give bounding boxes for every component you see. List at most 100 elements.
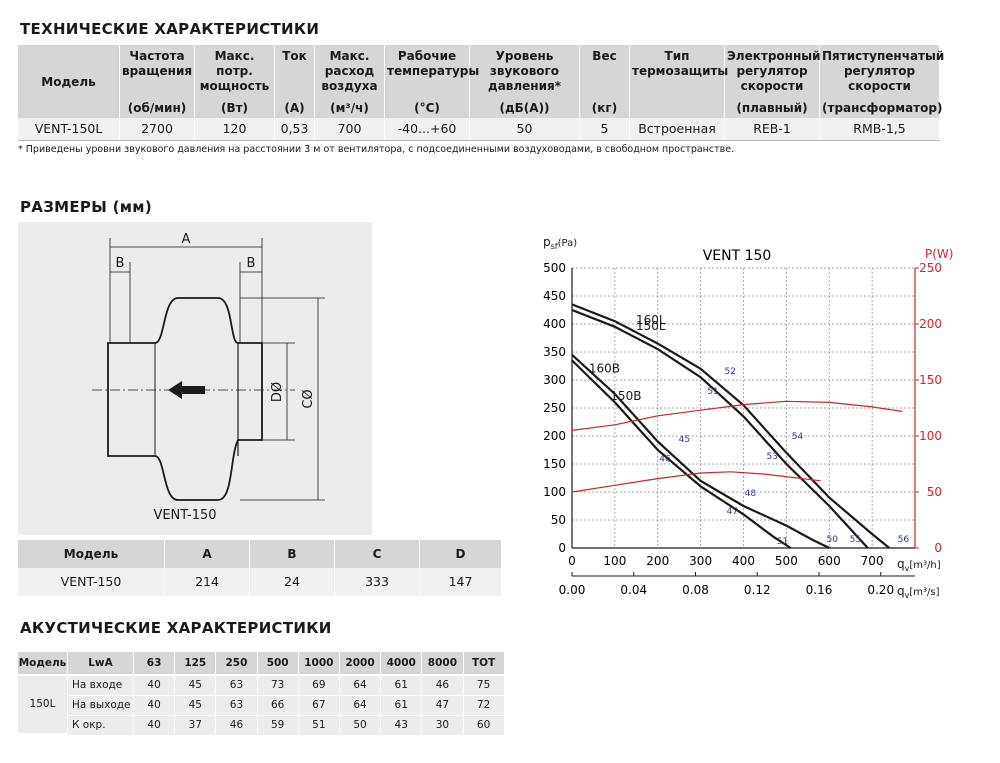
label-sub: v [905,591,910,600]
label-sub: sf [551,242,558,251]
x2-tick-label: 0.00 [559,583,586,597]
sound-level: 55 [850,535,861,545]
header-name: Макс. потр. мощность [199,49,270,93]
sound-level: 48 [745,489,757,499]
flow-arrow [168,381,205,399]
y-tick-label: 250 [543,401,566,415]
sound-level: 47 [727,507,738,517]
header-cell: Модель [18,652,68,674]
x2-tick-label: 0.04 [620,583,647,597]
data-cell: VENT-150 [18,568,165,596]
y-tick-label: 350 [543,345,566,359]
model-cell: 150L [18,676,68,733]
data-cell: 24 [250,568,335,596]
data-cell: 50 [470,118,580,140]
y2-label: P(W) [925,247,953,261]
data-cell: 47 [422,696,464,715]
series-line [571,308,869,549]
header-cell: 125 [175,652,217,674]
y-tick-label: 400 [543,317,566,331]
data-cell: 64 [340,696,382,715]
dimension-lines [109,238,325,501]
header-name: Макс. расход воздуха [321,49,378,93]
series-label: 160B [589,362,620,376]
data-cell: 64 [340,676,382,695]
sound-level: 51 [707,387,718,397]
header-cell: Пятиступенчатый регулятор скорости (транс… [820,45,944,118]
data-cell: 214 [165,568,250,596]
y-tick-label: 100 [543,485,566,499]
header-cell: Вес (кг) [580,45,630,118]
x2-tick-label: 0.08 [682,583,709,597]
y2-tick-label: 0 [934,541,942,555]
header-name: Вес [592,49,617,63]
data-cell: 63 [216,696,258,715]
label-main: q [897,584,905,598]
footnote: * Приведены уровни звукового давления на… [18,144,735,155]
sound-level: 52 [724,367,735,377]
y-tick-label: 450 [543,289,566,303]
y2-tick-label: 150 [919,373,942,387]
data-cell: 61 [381,696,423,715]
data-cell: На выходе [68,696,134,715]
data-cell: 73 [258,676,299,695]
label-unit: (Pa) [558,238,578,249]
data-row: На выходе 40 45 63 66 67 64 61 47 72 [68,695,505,715]
header-cell: 250 [216,652,258,674]
data-cell: 120 [195,118,275,140]
data-cell: 45 [175,676,217,695]
data-cell: На входе [68,676,134,695]
header-cell: Ток (А) [275,45,315,118]
data-cell: 40 [134,676,176,695]
data-cell: 50 [340,716,382,735]
header-cell: 8000 [422,652,464,674]
data-cell: 59 [258,716,299,735]
header-unit: (А) [284,101,305,115]
data-cell: REB-1 [725,118,820,140]
header-cell: Макс. потр. мощность (Вт) [195,45,275,118]
y-tick-label: 0 [558,541,566,555]
data-cell: 147 [420,568,502,596]
header-cell: 63 [134,652,176,674]
header-cell: Модель [18,45,120,118]
x-tick-label: 200 [646,554,669,568]
y2-tick-label: 250 [919,261,942,275]
header-cell: 1000 [299,652,340,674]
header-cell: 4000 [381,652,423,674]
header-unit: (кг) [591,101,618,115]
data-cell: RMB-1,5 [820,118,940,140]
specs-table: Модель Частота вращения (об/мин) Макс. потр… [18,45,944,141]
section-title: ТЕХНИЧЕСКИЕ ХАРАКТЕРИСТИКИ [20,20,320,38]
x2-tick-label: 0.20 [867,583,894,597]
x-tick-label: 100 [603,554,626,568]
data-cell: 0,53 [275,118,315,140]
chart-title: VENT 150 [703,248,772,264]
y-tick-label: 200 [543,429,566,443]
dim-label: A [182,232,191,247]
header-unit: (Вт) [220,101,249,115]
header-unit: (об/мин) [127,101,187,115]
header-cell: Уровень звукового давления* (дБ(А)) [470,45,580,118]
header-row: Модель Частота вращения (об/мин) Макс. потр… [18,45,944,118]
diagram-labels: A B B DØ CØ VENT-150 [116,232,316,523]
data-cell: 69 [299,676,340,695]
section-title: РАЗМЕРЫ (мм) [20,198,153,216]
dim-label: DØ [270,382,285,402]
dimensions-table: Модель A B C D VENT-150 214 24 333 147 [18,540,502,596]
data-row: К окр. 40 37 46 59 51 50 43 30 60 [68,715,505,735]
series-label: 150B [610,389,641,403]
header-cell: D [420,540,502,568]
label-unit: [m³/h] [909,560,940,571]
series-label: 160L [636,313,666,327]
header-cell: 500 [258,652,299,674]
x-tick-label: 400 [732,554,755,568]
data-cell: Встроенная [630,118,725,140]
label-sub: v [905,564,910,573]
sound-level: 45 [679,435,690,445]
data-cell: К окр. [68,716,134,735]
x-tick-label: 500 [775,554,798,568]
model-column: Модель 150L [18,652,68,735]
data-row: VENT-150 214 24 333 147 [18,568,502,596]
header-name: Частота вращения [122,49,193,78]
